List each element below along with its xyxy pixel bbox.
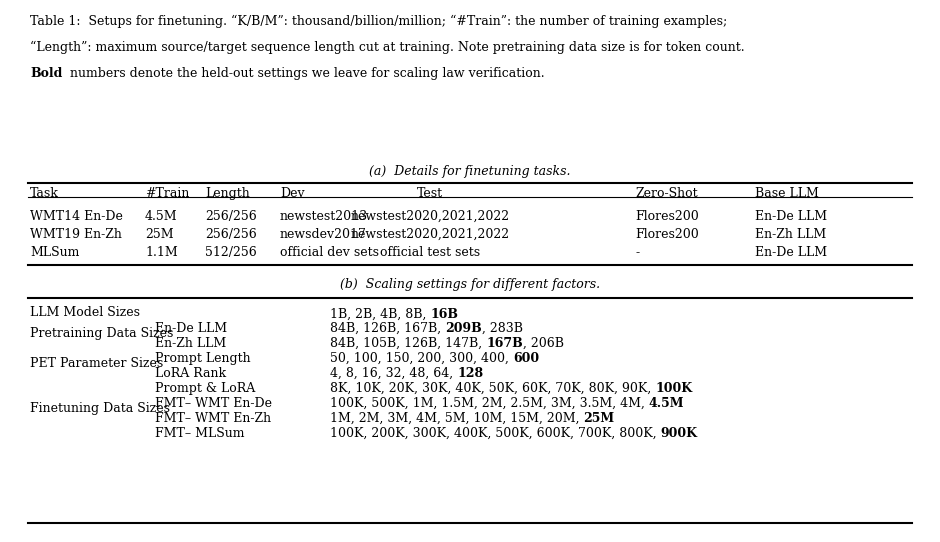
Text: 1.1M: 1.1M bbox=[145, 246, 178, 259]
Text: Table 1:  Setups for finetuning. “K/B/M”: thousand/billion/million; “#Train”: th: Table 1: Setups for finetuning. “K/B/M”:… bbox=[30, 15, 728, 28]
Text: Bold: Bold bbox=[30, 67, 62, 80]
Text: -: - bbox=[635, 246, 639, 259]
Text: Length: Length bbox=[205, 187, 250, 200]
Text: 84B, 105B, 126B, 147B,: 84B, 105B, 126B, 147B, bbox=[330, 337, 486, 350]
Text: newstest2013: newstest2013 bbox=[280, 210, 368, 223]
Text: LLM Model Sizes: LLM Model Sizes bbox=[30, 306, 140, 319]
Text: Pretraining Data Sizes: Pretraining Data Sizes bbox=[30, 327, 173, 340]
Text: official test sets: official test sets bbox=[380, 246, 480, 259]
Text: Dev: Dev bbox=[280, 187, 305, 200]
Text: 50, 100, 150, 200, 300, 400,: 50, 100, 150, 200, 300, 400, bbox=[330, 352, 513, 365]
Text: 8K, 10K, 20K, 30K, 40K, 50K, 60K, 70K, 80K, 90K,: 8K, 10K, 20K, 30K, 40K, 50K, 60K, 70K, 8… bbox=[330, 382, 655, 395]
Text: Base LLM: Base LLM bbox=[755, 187, 819, 200]
Text: WMT19 En-Zh: WMT19 En-Zh bbox=[30, 228, 122, 241]
Text: En-De LLM: En-De LLM bbox=[755, 210, 827, 223]
Text: “Length”: maximum source/target sequence length cut at training. Note pretrainin: “Length”: maximum source/target sequence… bbox=[30, 41, 744, 54]
Text: MLSum: MLSum bbox=[30, 246, 79, 259]
Text: 600: 600 bbox=[513, 352, 539, 365]
Text: 4, 8, 16, 32, 48, 64,: 4, 8, 16, 32, 48, 64, bbox=[330, 367, 457, 380]
Text: WMT14 En-De: WMT14 En-De bbox=[30, 210, 123, 223]
Text: newstest2020,2021,2022: newstest2020,2021,2022 bbox=[351, 210, 509, 223]
Text: newstest2020,2021,2022: newstest2020,2021,2022 bbox=[351, 228, 509, 241]
Text: 16B: 16B bbox=[431, 308, 459, 321]
Text: 4.5M: 4.5M bbox=[649, 397, 684, 410]
Text: 512/256: 512/256 bbox=[205, 246, 257, 259]
Text: 4.5M: 4.5M bbox=[145, 210, 178, 223]
Text: 128: 128 bbox=[457, 367, 483, 380]
Text: (a)  Details for finetuning tasks.: (a) Details for finetuning tasks. bbox=[369, 165, 571, 178]
Text: (b)  Scaling settings for different factors.: (b) Scaling settings for different facto… bbox=[340, 278, 600, 291]
Text: PET Parameter Sizes: PET Parameter Sizes bbox=[30, 357, 164, 370]
Text: 1B, 2B, 4B, 8B,: 1B, 2B, 4B, 8B, bbox=[330, 308, 431, 321]
Text: , 283B: , 283B bbox=[482, 322, 523, 335]
Text: Flores200: Flores200 bbox=[635, 210, 698, 223]
Text: #Train: #Train bbox=[145, 187, 189, 200]
Text: FMT– WMT En-De: FMT– WMT En-De bbox=[155, 397, 272, 410]
Text: 100K: 100K bbox=[655, 382, 693, 395]
Text: , 206B: , 206B bbox=[523, 337, 564, 350]
Text: En-De LLM: En-De LLM bbox=[755, 246, 827, 259]
Text: 900K: 900K bbox=[661, 427, 697, 440]
Text: En-Zh LLM: En-Zh LLM bbox=[155, 337, 227, 350]
Text: LoRA Rank: LoRA Rank bbox=[155, 367, 227, 380]
Text: 167B: 167B bbox=[486, 337, 523, 350]
Text: En-Zh LLM: En-Zh LLM bbox=[755, 228, 826, 241]
Text: Finetuning Data Sizes: Finetuning Data Sizes bbox=[30, 402, 170, 415]
Text: 25M: 25M bbox=[584, 412, 615, 425]
Text: 209B: 209B bbox=[446, 322, 482, 335]
Text: Task: Task bbox=[30, 187, 59, 200]
Text: Zero-Shot: Zero-Shot bbox=[635, 187, 697, 200]
Text: FMT– WMT En-Zh: FMT– WMT En-Zh bbox=[155, 412, 271, 425]
Text: 1M, 2M, 3M, 4M, 5M, 10M, 15M, 20M,: 1M, 2M, 3M, 4M, 5M, 10M, 15M, 20M, bbox=[330, 412, 584, 425]
Text: Prompt & LoRA: Prompt & LoRA bbox=[155, 382, 256, 395]
Text: 256/256: 256/256 bbox=[205, 210, 257, 223]
Text: 100K, 200K, 300K, 400K, 500K, 600K, 700K, 800K,: 100K, 200K, 300K, 400K, 500K, 600K, 700K… bbox=[330, 427, 661, 440]
Text: FMT– MLSum: FMT– MLSum bbox=[155, 427, 244, 440]
Text: 84B, 126B, 167B,: 84B, 126B, 167B, bbox=[330, 322, 446, 335]
Text: Flores200: Flores200 bbox=[635, 228, 698, 241]
Text: official dev sets: official dev sets bbox=[280, 246, 379, 259]
Text: numbers denote the held-out settings we leave for scaling law verification.: numbers denote the held-out settings we … bbox=[66, 67, 544, 80]
Text: newsdev2017: newsdev2017 bbox=[280, 228, 367, 241]
Text: En-De LLM: En-De LLM bbox=[155, 322, 227, 335]
Text: Test: Test bbox=[417, 187, 443, 200]
Text: 100K, 500K, 1M, 1.5M, 2M, 2.5M, 3M, 3.5M, 4M,: 100K, 500K, 1M, 1.5M, 2M, 2.5M, 3M, 3.5M… bbox=[330, 397, 649, 410]
Text: Prompt Length: Prompt Length bbox=[155, 352, 251, 365]
Text: 25M: 25M bbox=[145, 228, 174, 241]
Text: 256/256: 256/256 bbox=[205, 228, 257, 241]
